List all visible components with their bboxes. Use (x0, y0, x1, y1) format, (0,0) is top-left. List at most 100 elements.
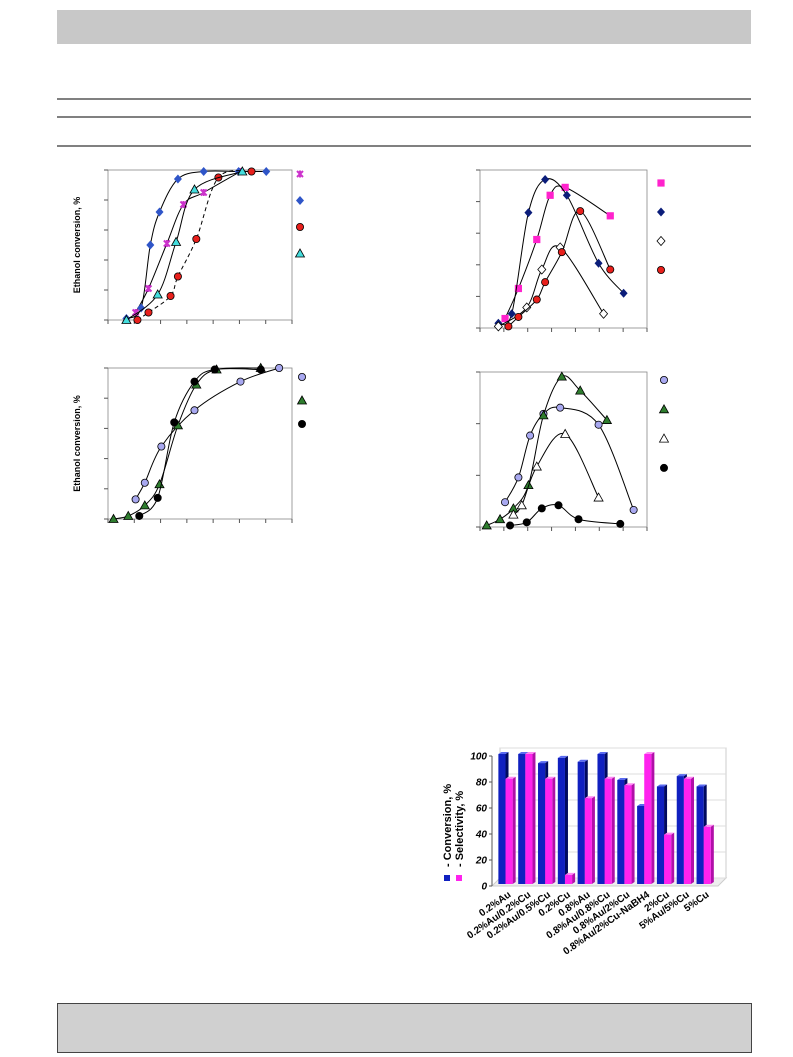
bar (644, 754, 652, 884)
data-point (606, 265, 615, 274)
bar-side (532, 752, 536, 884)
legend-marker (444, 875, 450, 881)
data-point (599, 308, 609, 319)
data-point (554, 501, 563, 510)
data-point (137, 303, 146, 313)
bar-top (624, 783, 635, 786)
data-point (506, 521, 515, 530)
bar-top (683, 776, 695, 779)
legend-marker (295, 222, 304, 231)
data-point (533, 235, 541, 244)
data-point (131, 495, 140, 504)
y-tick-label: 0 (481, 882, 487, 893)
legend-marker (658, 403, 670, 414)
bar-side (671, 832, 675, 884)
data-point (154, 478, 165, 489)
data-point (173, 174, 182, 184)
bar-top (557, 755, 568, 758)
bar (617, 780, 625, 884)
data-point (504, 322, 513, 331)
bar (624, 785, 632, 884)
data-point (562, 190, 571, 200)
data-point (556, 371, 568, 381)
bar-side (572, 872, 576, 884)
data-point (601, 414, 613, 424)
data-point (557, 248, 566, 257)
data-point (199, 188, 208, 197)
y-tick-label: 100 (470, 752, 487, 763)
bar (676, 776, 684, 884)
data-point (501, 314, 509, 323)
bar-side (631, 783, 635, 884)
bar (656, 786, 665, 884)
data-point (538, 410, 549, 420)
y-tick-label: 60 (476, 804, 488, 815)
data-point (522, 518, 531, 527)
data-point (237, 166, 248, 176)
bar-top (577, 759, 588, 762)
data-point (190, 406, 199, 415)
data-point (593, 492, 604, 502)
legend-marker (658, 433, 670, 443)
bar-side (611, 776, 615, 884)
data-point (619, 288, 628, 298)
data-point (561, 183, 569, 191)
data-point (514, 284, 523, 293)
data-point (275, 363, 284, 372)
plot-frame (107, 367, 293, 520)
legend-label: - Selectivity, % (454, 791, 466, 867)
data-point (531, 461, 542, 471)
bar-side (512, 776, 516, 884)
data-point (537, 264, 547, 275)
data-point (144, 284, 153, 293)
y-tick-label: 40 (475, 830, 488, 841)
data-point (146, 240, 155, 250)
legend-marker (660, 375, 669, 384)
data-point (247, 167, 256, 176)
data-point (139, 500, 150, 510)
data-point (514, 473, 523, 482)
plot-frame (479, 371, 648, 528)
legend-marker (296, 170, 304, 178)
bar-top (564, 872, 576, 875)
bar (577, 761, 585, 884)
data-point (516, 499, 527, 510)
data-point (493, 321, 503, 332)
bar-top (505, 776, 516, 779)
data-point (556, 403, 565, 412)
data-point (155, 207, 164, 217)
bar-top (604, 776, 615, 779)
data-point (153, 493, 162, 502)
legend-marker (296, 196, 304, 205)
bar-top (676, 774, 687, 777)
bar (525, 754, 533, 884)
header-bar (57, 10, 751, 44)
data-point (501, 498, 510, 507)
bar (564, 874, 573, 884)
data-point (190, 377, 199, 386)
bar-side (552, 776, 556, 884)
y-axis-label: Ethanol conversion, % (72, 395, 82, 492)
data-point (152, 289, 163, 299)
bar (545, 778, 553, 884)
data-point (508, 509, 519, 519)
footer-box (57, 1003, 752, 1053)
plot-frame (107, 169, 293, 321)
data-point (594, 258, 603, 268)
bar-top (664, 832, 675, 835)
bar-top (656, 784, 668, 787)
legend-marker (296, 395, 308, 405)
bar-top (545, 776, 556, 779)
data-point (526, 431, 535, 440)
data-point (514, 312, 523, 321)
bar-side (651, 752, 655, 884)
data-point (616, 519, 625, 528)
data-point (173, 272, 182, 281)
data-point (144, 308, 153, 317)
data-point (108, 513, 119, 523)
bar (683, 778, 692, 884)
data-point (236, 377, 245, 386)
y-tick-label: 20 (475, 856, 488, 867)
data-point (576, 207, 585, 216)
y-tick-label: 80 (476, 778, 488, 789)
